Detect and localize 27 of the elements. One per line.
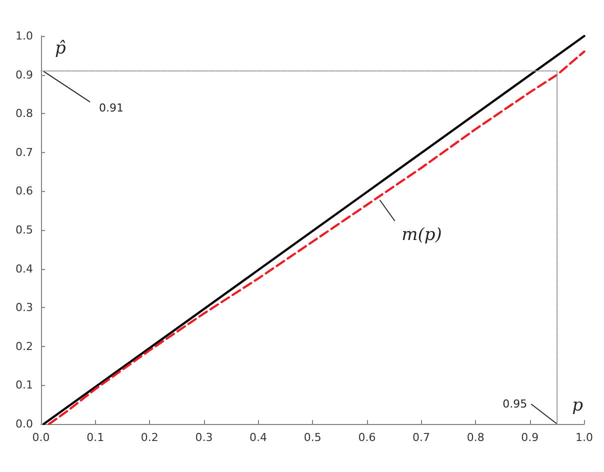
x-axis-title: p: [572, 396, 584, 416]
y-tick-label: 0.5: [16, 224, 33, 236]
annotation: m(p): [402, 225, 442, 246]
x-tick-label: 0.0: [32, 431, 50, 444]
x-tick-label: 0.9: [521, 431, 539, 444]
x-tick-label: 0.1: [86, 431, 104, 444]
y-tick-label: 0.2: [16, 340, 33, 353]
y-tick-label: 0.6: [16, 184, 33, 198]
y-tick-label: 0.1: [16, 378, 33, 392]
y-tick-label: 0.0: [16, 418, 33, 430]
y-axis-title: p̂: [55, 38, 66, 58]
x-tick-label: 0.3: [195, 431, 213, 444]
annotation: 0.91: [99, 101, 124, 114]
y-tick-label: 1.0: [16, 30, 33, 42]
x-tick-label: 0.4: [250, 431, 268, 444]
y-tick-label: 0.9: [16, 68, 33, 82]
x-tick-label: 1.0: [576, 431, 594, 444]
x-tick-label: 0.5: [304, 431, 322, 444]
y-tick-label: 0.3: [16, 301, 33, 314]
x-tick-label: 0.7: [412, 431, 430, 444]
x-tick-label: 0.8: [466, 431, 484, 444]
annotation: 0.95: [502, 398, 528, 410]
x-tick-label: 0.6: [358, 431, 376, 444]
y-tick-label: 0.8: [16, 107, 33, 120]
y-tick-label: 0.4: [16, 262, 33, 276]
y-tick-label: 0.7: [16, 146, 33, 159]
x-tick-label: 0.2: [140, 431, 158, 444]
